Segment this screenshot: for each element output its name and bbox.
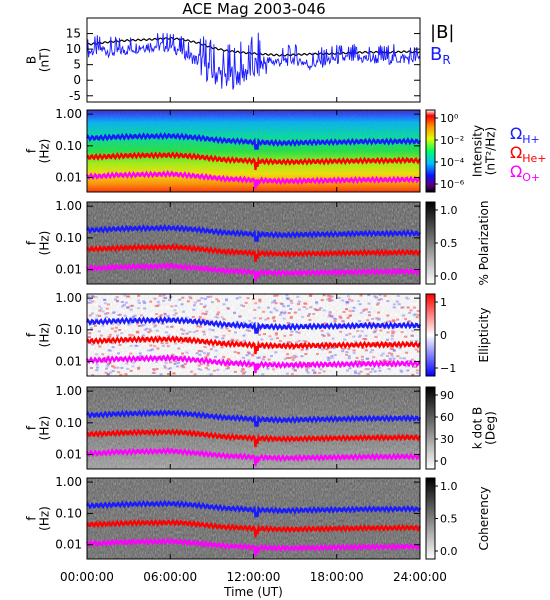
colorbar-label: Ellipticity	[477, 308, 491, 363]
ytick-label: 0.10	[55, 323, 82, 337]
colorbar-tick-label: 0.0	[440, 270, 458, 283]
ytick-label: 0.10	[55, 506, 82, 520]
ylabel: f(Hz)	[24, 231, 51, 256]
ytick-label: 0.10	[55, 139, 82, 153]
colorbar	[425, 109, 436, 193]
omega-O-line	[85, 446, 421, 467]
xlabel: Time (UT)	[223, 585, 283, 599]
colorbar	[425, 293, 436, 377]
series-B-R-line	[86, 32, 421, 90]
omega-O-line	[85, 169, 421, 190]
omega-H-line	[86, 224, 422, 242]
ytick-label: 0.01	[55, 538, 82, 552]
omega-He-line	[86, 518, 421, 538]
ylabel: f(Hz)	[24, 139, 51, 164]
coherency-panel: 1.00 0.10 0.01 f(Hz) 1.0 0.5 0.0 Coherency 00:00…	[24, 475, 491, 599]
colorbar-label: % Polarization	[477, 201, 491, 286]
colorbar-tick-label: 1	[440, 296, 447, 309]
legend-B-R: BR	[430, 44, 451, 67]
omega-O-line	[85, 261, 421, 282]
omega-H-line	[86, 132, 422, 150]
ytick-label: 0.10	[55, 231, 82, 245]
omega-O-line	[85, 353, 421, 374]
intensity-panel: 1.00 0.10 0.01 f(Hz) 10⁰ 10⁻² 10⁻⁴ 10⁻⁶ Intensit…	[24, 107, 498, 193]
colorbar-tick-label: 0	[440, 329, 447, 342]
colorbar-tick-label: 90	[440, 389, 454, 402]
ylabel: f(Hz)	[24, 506, 51, 531]
colorbar	[425, 477, 436, 560]
legend-omega-O: ΩO+	[510, 162, 540, 184]
colorbar-tick-label: 1.0	[440, 480, 458, 493]
ylabel: f(Hz)	[24, 323, 51, 348]
ylabel: f(Hz)	[24, 416, 51, 441]
field-ylabel: B(nT)	[24, 48, 51, 72]
colorbar-tick-label: 60	[440, 411, 454, 424]
colorbar-label: Coherency	[477, 486, 491, 550]
xtick-label: 24:00:00	[393, 570, 447, 584]
figure-title: ACE Mag 2003-046	[182, 0, 325, 18]
xtick-label: 12:00:00	[227, 570, 281, 584]
omega-He-line	[86, 335, 421, 355]
field-plot-area	[87, 18, 420, 102]
ellipticity-panel: 1.00 0.10 0.01 f(Hz) 1 0 −1 Ellipticity	[24, 291, 491, 377]
field-ytick-label: 0	[73, 73, 81, 87]
colorbar-tick-label: 1.0	[440, 204, 458, 217]
ytick-label: 0.01	[55, 263, 82, 277]
ytick-label: 0.01	[55, 355, 82, 369]
kdotb-panel: 1.00 0.10 0.01 f(Hz) 90 60 30 0 k dot B(Deg)	[24, 384, 498, 470]
omega-He-line	[86, 243, 421, 263]
series-B-total-line	[86, 36, 421, 57]
omega-He-line	[86, 428, 421, 448]
xtick-label: 06:00:00	[143, 570, 197, 584]
colorbar-tick-label: 10⁰	[440, 112, 459, 125]
legend-omega-H: ΩH+	[510, 124, 540, 146]
colorbar-tick-label: −1	[440, 362, 456, 375]
field-ytick-label: -5	[69, 89, 81, 103]
ytick-label: 1.00	[55, 107, 82, 121]
ytick-label: 0.01	[55, 171, 82, 185]
omega-H-line	[86, 409, 422, 427]
colorbar-tick-label: 0.0	[440, 545, 458, 558]
field-ytick-label: 5	[73, 58, 81, 72]
omega-He-line	[86, 151, 421, 171]
colorbar-tick-label: 0	[440, 455, 447, 468]
colorbar-label: Intensity(nT²/Hz)	[470, 125, 497, 177]
legend-B-total: |B|	[430, 22, 454, 43]
field-ytick-label: 10	[66, 42, 81, 56]
omega-O-line	[85, 537, 421, 557]
ytick-label: 1.00	[55, 199, 82, 213]
xtick-label: 18:00:00	[310, 570, 364, 584]
colorbar-tick-label: 0.5	[440, 237, 458, 250]
colorbar-tick-label: 0.5	[440, 513, 458, 526]
legend-omega-He: ΩHe+	[510, 143, 547, 165]
field-ytick-label: 15	[66, 27, 81, 41]
colorbar	[425, 386, 436, 470]
omega-H-line	[86, 499, 422, 518]
colorbar-tick-label: 10⁻²	[440, 134, 464, 147]
colorbar-tick-label: 10⁻⁴	[440, 156, 465, 169]
gyro-legend: ΩH+ΩHe+ΩO+	[510, 124, 547, 184]
colorbar-label: k dot B(Deg)	[470, 407, 497, 449]
colorbar-tick-label: 30	[440, 433, 454, 446]
ytick-label: 0.10	[55, 416, 82, 430]
ytick-label: 1.00	[55, 475, 82, 489]
ytick-label: 1.00	[55, 384, 82, 398]
ytick-label: 0.01	[55, 448, 82, 462]
colorbar	[425, 201, 436, 285]
colorbar-tick-label: 10⁻⁶	[440, 178, 465, 191]
omega-H-line	[86, 316, 422, 334]
polarization-panel: 1.00 0.10 0.01 f(Hz) 1.0 0.5 0.0 % Polarization	[24, 199, 491, 285]
xtick-label: 00:00:00	[60, 570, 114, 584]
ytick-label: 1.00	[55, 291, 82, 305]
